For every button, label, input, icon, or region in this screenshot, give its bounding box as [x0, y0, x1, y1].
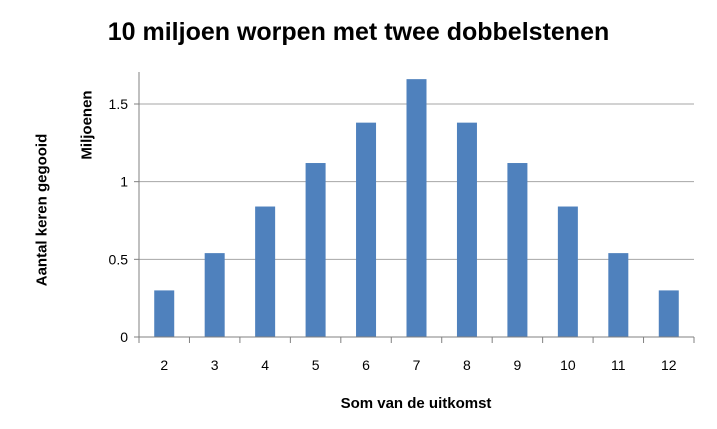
- x-tick-label: 12: [661, 357, 677, 373]
- y-tick-label: 0.5: [109, 251, 129, 267]
- x-tick-label: 4: [261, 357, 269, 373]
- bars: [154, 79, 679, 337]
- bar-9: [507, 163, 528, 337]
- bar-6: [356, 122, 377, 337]
- axes: [134, 72, 695, 343]
- x-tick-label: 10: [560, 357, 576, 373]
- y-tick-labels: 0 0.5 1 1.5: [109, 96, 129, 345]
- bar-8: [456, 122, 477, 337]
- bar-3: [204, 253, 225, 337]
- x-tick-label: 9: [514, 357, 522, 373]
- x-tick-label: 5: [312, 357, 320, 373]
- x-axis-label: Som van de uitkomst: [340, 395, 492, 412]
- x-tick-label: 8: [463, 357, 471, 373]
- bar-12: [658, 290, 679, 337]
- bar-2: [154, 290, 175, 337]
- bar-5: [305, 163, 326, 337]
- x-tick-label: 7: [413, 357, 421, 373]
- x-tick-label: 11: [611, 357, 626, 373]
- y-tick-label: 0: [120, 329, 128, 345]
- y-tick-label: 1: [120, 174, 128, 190]
- bar-7: [406, 79, 427, 337]
- x-tick-labels: 2 3 4 5 6 7 8 9 10 11 12: [160, 357, 676, 373]
- bar-11: [608, 253, 629, 337]
- x-tick-label: 2: [160, 357, 168, 373]
- chart-title: 10 miljoen worpen met twee dobbelstenen: [107, 18, 610, 46]
- bar-10: [557, 206, 578, 337]
- bar-4: [255, 206, 276, 337]
- x-tick-label: 6: [362, 357, 370, 373]
- x-tick-label: 3: [211, 357, 219, 373]
- y-tick-label: 1.5: [109, 96, 129, 112]
